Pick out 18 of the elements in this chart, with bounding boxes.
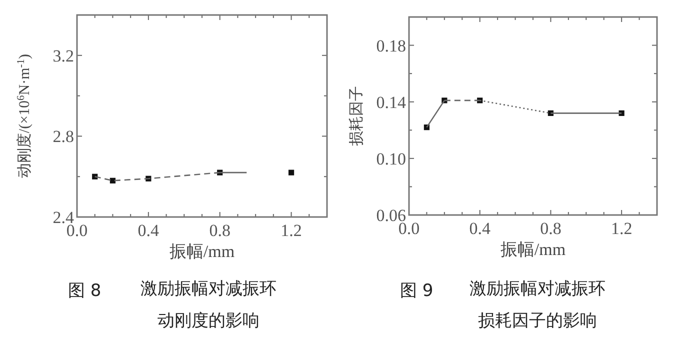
x-tick-label: 0.8 bbox=[209, 221, 230, 240]
y-tick-label: 0.10 bbox=[376, 149, 406, 168]
y-tick-label: 2.8 bbox=[52, 127, 74, 146]
x-tick-label: 0.8 bbox=[540, 219, 562, 238]
x-tick-label: 0.4 bbox=[469, 219, 491, 238]
x-tick-label: 1.2 bbox=[280, 221, 302, 240]
y-tick-label: 3.2 bbox=[52, 46, 74, 66]
y-tick-label: 0.14 bbox=[376, 92, 406, 112]
x-tick-label: 0.4 bbox=[138, 221, 160, 240]
text: 激励振幅对减振环动刚度的影响 bbox=[140, 278, 278, 333]
y-tick-label: 0.18 bbox=[376, 36, 406, 56]
x-axis-title: 振幅/mm bbox=[500, 240, 566, 259]
x-tick-label: 1.2 bbox=[610, 219, 632, 238]
caption: 图 8 bbox=[68, 280, 102, 302]
caption: 图 9 bbox=[400, 280, 434, 302]
text: 激励振幅对减振环损耗因子的影响 bbox=[468, 278, 606, 333]
y-axis-title: 损耗因子 bbox=[348, 86, 365, 146]
x-axis-title: 振幅/mm bbox=[169, 242, 235, 261]
